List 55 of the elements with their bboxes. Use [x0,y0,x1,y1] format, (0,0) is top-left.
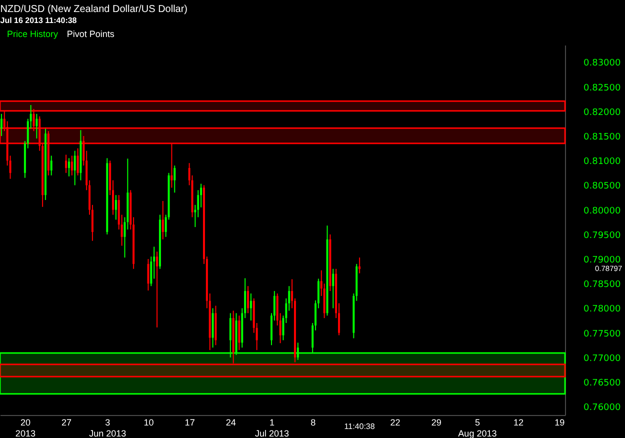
candlestick [156,251,158,328]
y-tick-label: 0.79500 [584,230,621,241]
y-tick-label: 0.79000 [584,256,621,266]
candlestick [70,155,73,176]
candlestick [32,108,35,132]
y-tick-label: 0.83000 [584,58,621,69]
candlestick [162,200,164,240]
candlestick [174,165,176,194]
candlestick [68,158,70,177]
y-tick-label: 0.77500 [584,329,621,340]
x-tick-label: 12 [514,418,524,428]
y-tick-label: 0.76500 [584,378,621,389]
candlestick [250,292,252,322]
x-tick-label: 27 [62,418,72,428]
text: Price History [7,29,59,39]
text: Pivot Points [66,29,115,39]
x-tick-label: 29 [431,418,442,428]
text: 11:40:38 [344,422,376,431]
candlestick [147,258,150,292]
y-tick-label: 0.80500 [584,182,621,192]
candlestick [36,113,38,139]
y-tick-label: 0.81500 [584,132,621,143]
candlestick [0,113,2,137]
candlestick [247,286,250,314]
x-tick-label: 8 [310,418,316,428]
y-tick-label: 0.82000 [584,108,621,118]
candlestick [358,257,361,274]
x-tick-label: 19 [554,418,565,428]
candlestick [50,155,52,176]
candlestick [114,194,117,220]
y-tick-label: 0.82500 [584,83,621,94]
candlestick [238,315,240,351]
x-tick-label: 10 [144,418,154,428]
y-tick-label: 0.80000 [584,206,621,216]
x-tick-label: 3 Jun 2013 [89,418,126,438]
candlestick [76,148,79,176]
y-tick-label: 0.78000 [584,304,621,315]
x-tick-label: 22 [390,418,400,428]
y-tick-label: 0.78500 [584,280,621,290]
candlestick [74,150,76,186]
y-tick-label: 0.76000 [584,403,621,414]
y-tick-label: 0.77000 [584,354,621,364]
x-tick-label: 5 Aug 2013 [458,418,497,438]
candlestick [229,312,232,358]
x-tick-label: 1 Jul 2013 [254,418,290,438]
y-tick-label: 0.81000 [584,157,621,168]
x-tick-label: 17 [184,418,195,428]
x-tick-label: 24 [226,418,236,428]
x-tick-label: 20 2013 [15,418,36,438]
candlestick [65,154,68,174]
candlestick [332,268,334,309]
candlestick [296,342,299,360]
chart-title: NZD/USD (New Zealand Dollar/US Dollar) [0,4,188,15]
chart-subtitle: Jul 16 2013 11:40:38 [0,16,78,25]
candlestick [170,143,173,188]
